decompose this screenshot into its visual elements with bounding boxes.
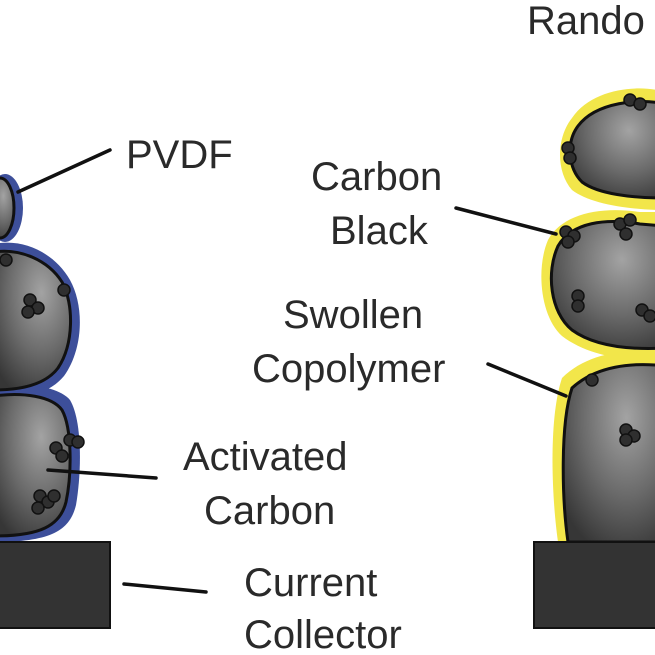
carbon-black-clusters-left — [0, 253, 85, 515]
leader-activated-carbon — [46, 468, 158, 480]
leader-swollen-copolymer — [486, 362, 568, 398]
activated-carbon-particles-right — [549, 100, 655, 544]
label-top-right: Rando — [527, 0, 645, 43]
current-collector-right — [533, 541, 655, 629]
leader-current-collector — [122, 582, 208, 594]
label-pvdf: PVDF — [126, 133, 233, 177]
left-electrode — [0, 174, 111, 629]
text-labels: Rando PVDF Carbon Black Swollen Copolyme… — [126, 0, 645, 655]
label-activated-line2: Carbon — [204, 489, 335, 533]
leader-pvdf — [16, 148, 112, 194]
label-collector-line1: Current — [244, 561, 377, 605]
label-carbon-black-line2: Black — [330, 209, 429, 253]
leader-lines — [16, 148, 568, 594]
carbon-black-clusters-right — [559, 93, 655, 447]
label-swollen-line1: Swollen — [283, 293, 423, 337]
label-swollen-line2: Copolymer — [252, 347, 445, 391]
leader-carbon-black — [454, 206, 558, 236]
label-carbon-black-line1: Carbon — [311, 155, 442, 199]
current-collector-left — [0, 541, 111, 629]
label-activated-line1: Activated — [183, 435, 348, 479]
label-collector-line2: Collector — [244, 613, 402, 655]
right-electrode — [533, 88, 655, 629]
